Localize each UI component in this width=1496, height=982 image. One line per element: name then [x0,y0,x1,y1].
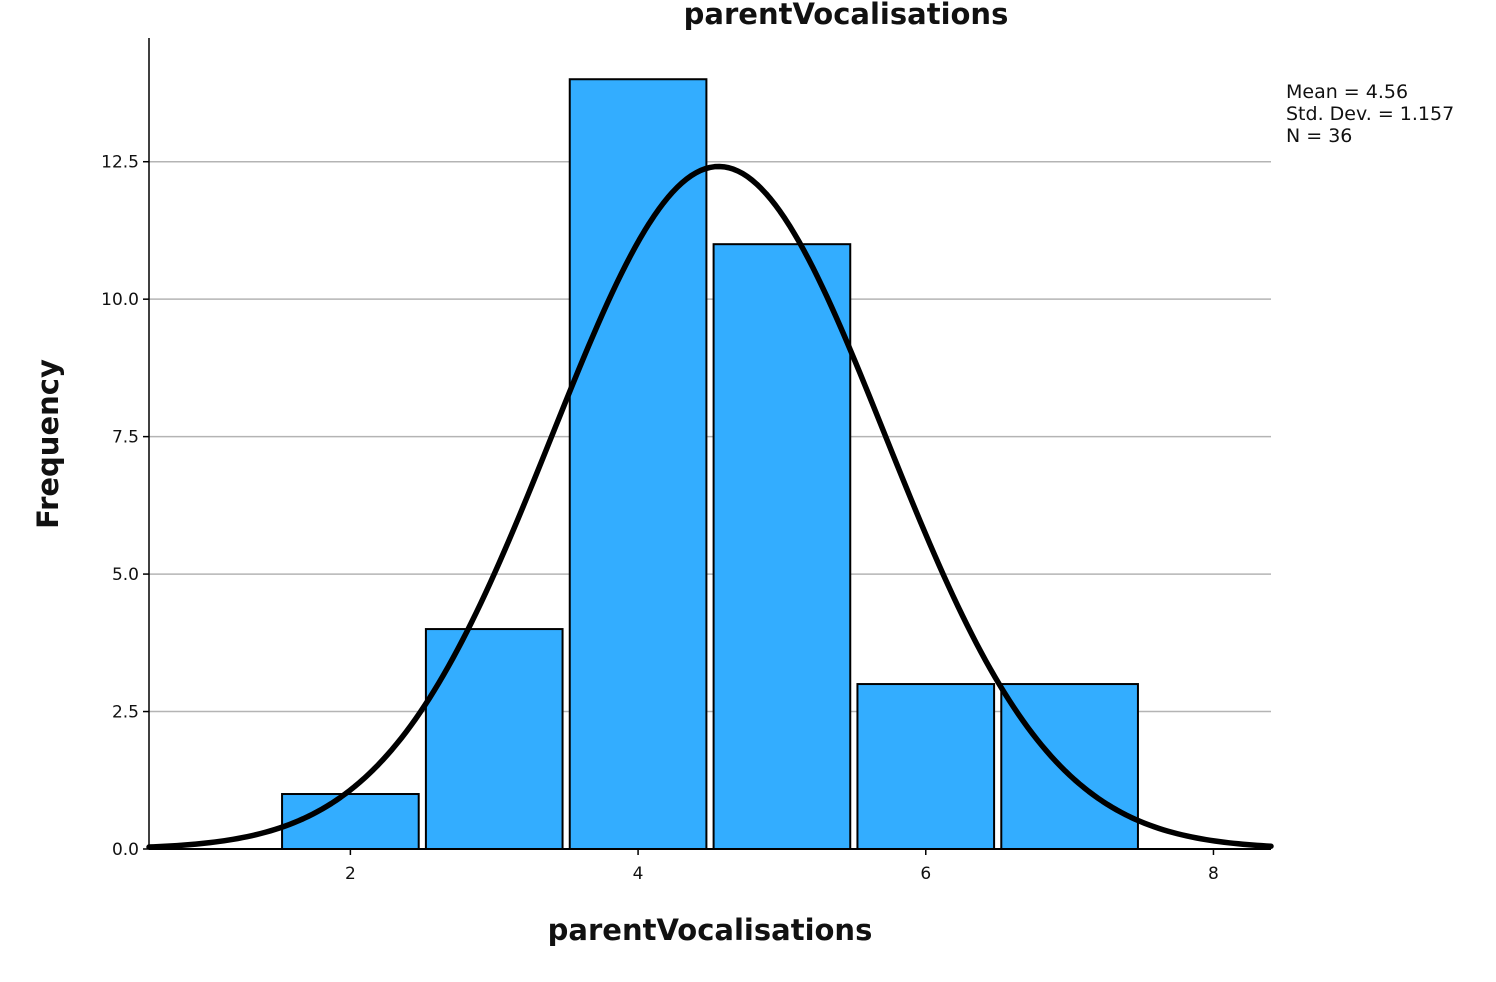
x-tick-label-1: 4 [633,864,644,884]
y-tick-label-4: 10.0 [101,290,139,310]
x-axis-title: parentVocalisations [548,913,873,947]
y-tick-label-1: 2.5 [112,703,139,723]
histogram-bar-1 [424,628,564,851]
histogram-bar-4 [856,683,996,850]
stats-line-0: Mean = 4.56 [1286,81,1408,103]
y-tick-label-0: 0.0 [112,840,139,860]
histogram-bar-5 [1000,683,1139,850]
y-tick-label-5: 12.5 [101,153,139,173]
tick-labels: 0.0 2.5 5.0 7.5 10.0 12.5 2 4 6 8 [101,153,1219,884]
normal-curve [146,163,1274,850]
bars [281,78,1139,851]
stats-line-1: Std. Dev. = 1.157 [1286,103,1454,125]
histogram-bar-2 [568,78,708,850]
axes [148,38,1271,850]
y-tick-label-3: 7.5 [112,428,139,448]
histogram-bar-3 [712,243,852,850]
x-tick-label-3: 8 [1208,864,1219,884]
chart-title: parentVocalisations [684,0,1009,31]
stats-line-2: N = 36 [1286,125,1352,147]
x-tick-label-2: 6 [920,864,931,884]
y-tick-label-2: 5.0 [112,565,139,585]
x-tick-label-0: 2 [345,864,356,884]
y-axis-title: Frequency [31,359,65,529]
